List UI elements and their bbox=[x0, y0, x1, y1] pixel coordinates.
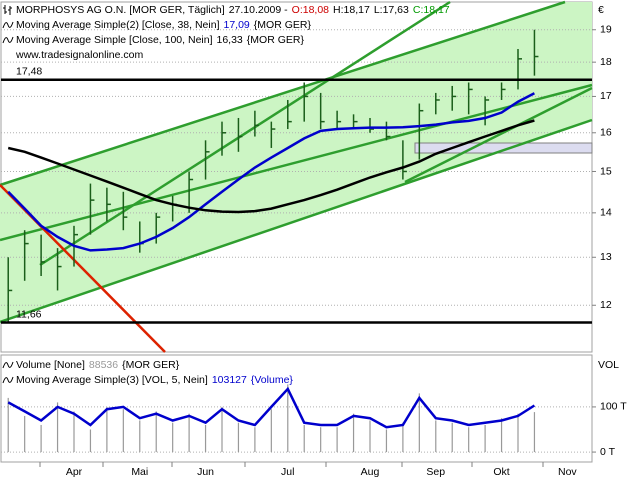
x-tick-label: Apr bbox=[66, 466, 83, 478]
legend-text: Volume [None] bbox=[16, 359, 85, 371]
legend-icon bbox=[2, 36, 14, 44]
zone-box bbox=[414, 142, 593, 154]
trend-line bbox=[0, 0, 566, 187]
legend-text: {MOR GER} bbox=[247, 34, 305, 46]
legend-text: {MOR GER} bbox=[122, 359, 180, 371]
legend-text: {MOR GER} bbox=[254, 19, 312, 31]
x-tick-label: Jul bbox=[281, 466, 294, 478]
x-tick-label: Jun bbox=[197, 466, 214, 478]
legend-text: H:18,17 bbox=[333, 4, 370, 16]
y-tick-label: 0 T bbox=[600, 446, 616, 458]
x-tick-label: Mai bbox=[131, 466, 148, 478]
trend-line bbox=[0, 118, 593, 324]
legend-icon bbox=[3, 5, 12, 15]
y-tick-label: 18 bbox=[600, 56, 612, 68]
watermark: www.tradesignalonline.com bbox=[15, 49, 143, 61]
x-tick-label: Sep bbox=[426, 466, 445, 478]
x-tick-label: Aug bbox=[361, 466, 380, 478]
legend-text: 27.10.2009 - bbox=[229, 4, 288, 16]
trend-line bbox=[0, 83, 593, 242]
moving-average-line bbox=[7, 119, 535, 214]
moving-average-line bbox=[7, 92, 535, 252]
unit-label: € bbox=[598, 4, 604, 16]
y-tick-label: 17 bbox=[600, 90, 612, 102]
month-separators bbox=[39, 462, 544, 467]
legend-entry: Volume [None] 88536 {MOR GER} bbox=[16, 359, 180, 371]
legend-text: 88536 bbox=[89, 359, 118, 371]
legend-text: Moving Average Simple(3) [VOL, 5, Nein] bbox=[16, 374, 208, 386]
x-tick-label: Okt bbox=[493, 466, 509, 478]
y-tick-label: 13 bbox=[600, 251, 612, 263]
legend-text: Moving Average Simple(2) [Close, 38, Nei… bbox=[16, 19, 220, 31]
legend-text: 17,09 bbox=[224, 19, 250, 31]
legend-text: Moving Average Simple [Close, 100, Nein] bbox=[16, 34, 213, 46]
legend-text: O:18,08 bbox=[292, 4, 330, 16]
y-tick-label: 12 bbox=[600, 299, 612, 311]
legend-icon bbox=[2, 361, 14, 369]
volume-average-line bbox=[7, 386, 536, 429]
y-tick-label: 14 bbox=[600, 207, 612, 219]
x-tick-label: Nov bbox=[558, 466, 577, 478]
line-label: 17,48 bbox=[16, 66, 42, 78]
legend-text: L:17,63 bbox=[374, 4, 409, 16]
legend-text: {Volume} bbox=[251, 374, 294, 386]
legend-entry: Moving Average Simple [Close, 100, Nein]… bbox=[16, 34, 304, 46]
y-tick-label: 100 T bbox=[600, 401, 627, 413]
legend-entry: Moving Average Simple(3) [VOL, 5, Nein] 1… bbox=[16, 374, 293, 386]
legend-entry: Moving Average Simple(2) [Close, 38, Nei… bbox=[16, 19, 311, 31]
legend-text: C:18,17 bbox=[413, 4, 450, 16]
chart-header: MORPHOSYS AG O.N. [MOR GER, Täglich] 27.1… bbox=[16, 4, 450, 16]
line-label: 11,66 bbox=[16, 308, 42, 320]
trend-line bbox=[404, 86, 593, 184]
legend-text: MORPHOSYS AG O.N. [MOR GER, Täglich] bbox=[16, 4, 225, 16]
legend-text: 16,33 bbox=[217, 34, 243, 46]
y-tick-label: 16 bbox=[600, 127, 612, 139]
legend-icon bbox=[2, 376, 14, 384]
legend-icon bbox=[2, 21, 14, 29]
y-tick-label: 15 bbox=[600, 165, 612, 177]
unit-label: VOL bbox=[598, 359, 619, 371]
trend-line bbox=[39, 0, 451, 267]
y-tick-label: 19 bbox=[600, 24, 612, 36]
legend-text: 103127 bbox=[212, 374, 247, 386]
